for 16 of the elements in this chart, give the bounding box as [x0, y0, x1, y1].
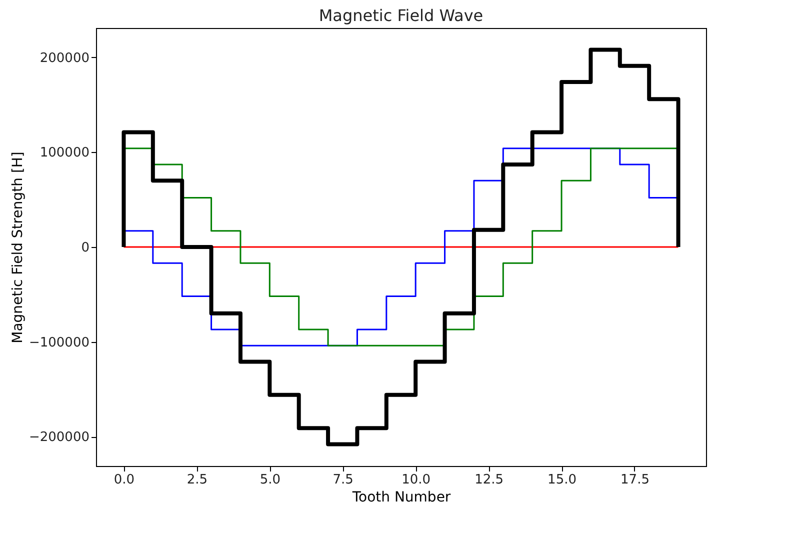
- y-axis-title: Magnetic Field Strength [H]: [10, 152, 26, 344]
- x-axis-title: Tooth Number: [351, 490, 451, 506]
- x-tick-label: 15.0: [548, 472, 577, 488]
- x-tick-label: 12.5: [474, 472, 504, 488]
- y-tick-label: −100000: [28, 335, 90, 350]
- y-tick-label: 100000: [40, 146, 90, 161]
- x-tick-label: 2.5: [186, 472, 208, 488]
- y-tick-label: 200000: [40, 50, 90, 66]
- y-tick-label: −200000: [28, 430, 90, 446]
- x-tick-label: 10.0: [402, 472, 431, 488]
- x-tick-label: 0.0: [114, 472, 135, 488]
- y-tick-label: 0: [81, 240, 90, 256]
- x-tick-label: 17.5: [620, 472, 650, 488]
- chart-title: Magnetic Field Wave: [318, 6, 484, 25]
- x-tick-label: 7.5: [332, 472, 354, 488]
- x-tick-label: 5.0: [260, 472, 281, 488]
